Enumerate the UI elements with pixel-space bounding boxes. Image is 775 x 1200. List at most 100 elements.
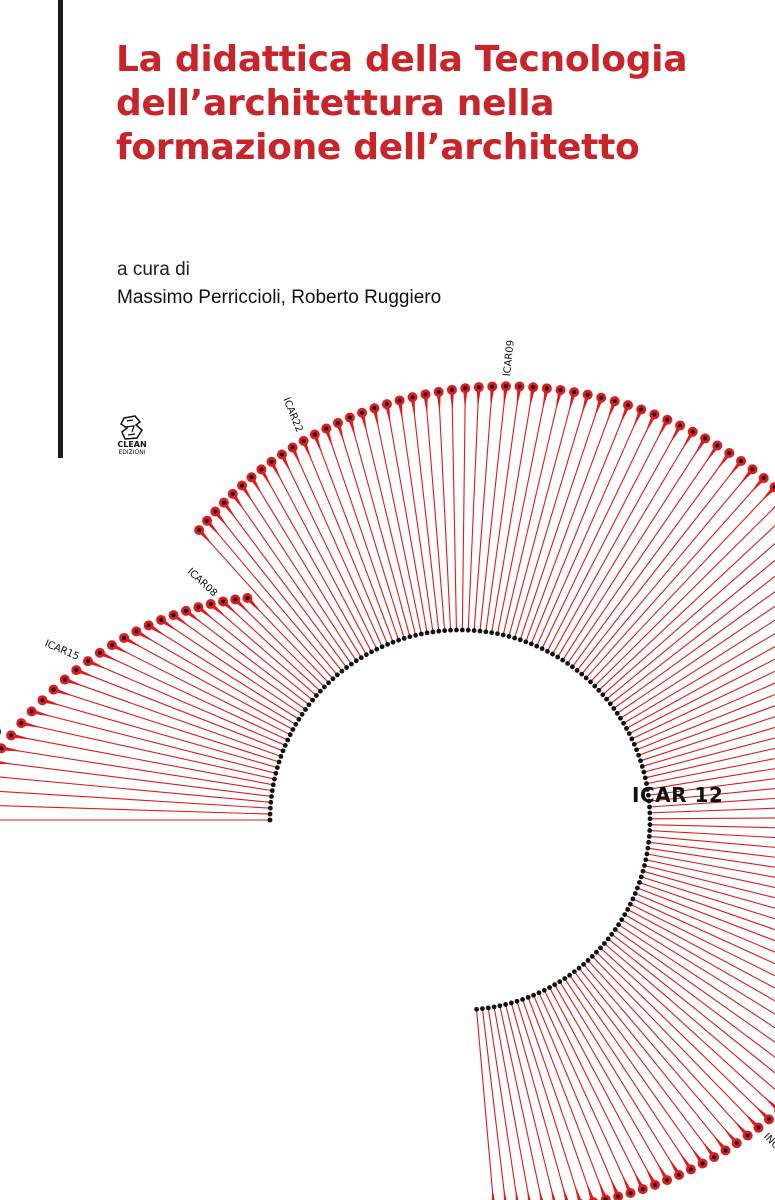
pin-line [571,452,730,668]
pin-base-dot [585,958,591,963]
pin-head-inner [463,386,468,391]
pin-head-inner [756,1125,761,1130]
pin-base-dot [624,725,629,731]
pin-base-dot [629,736,635,742]
pin-base-dot [560,657,566,663]
pin-base-dot [480,1006,485,1012]
pin-base-dot [588,679,593,685]
pin-line [148,624,300,720]
pin-base-dot [645,845,651,851]
pin-base-dot [339,668,345,674]
pin-line [543,990,644,1190]
pin-line [649,807,775,814]
pin-base-dot [326,680,331,686]
pin-tail [529,386,536,409]
pin-line [626,646,775,729]
publisher-name: CLEAN [117,440,147,449]
pin-base-dot [541,987,547,993]
pin-line [0,776,271,803]
pin-base-dot [555,654,561,660]
pin-base-dot [520,997,525,1002]
pin-head-inner [40,698,45,703]
pin-head-inner [249,475,254,480]
pin-base-dot [552,982,558,988]
pin-line [487,1007,518,1200]
pin-base-dot [642,775,648,781]
pin-line [0,762,272,798]
pin-line [1,747,273,792]
pin-line [173,614,306,710]
pin-head-inner [0,746,4,751]
pin-base-dot [471,628,477,633]
pin-base-dot [645,792,651,798]
pin-base-dot [407,634,413,640]
pin-line [557,431,694,658]
pin-tail [436,391,441,414]
pin-base-dot [630,896,636,902]
pin-line [0,790,271,809]
pin-base-dot [280,748,286,754]
pin-tail [769,505,775,513]
pin-line [642,870,775,909]
pin-line [606,559,775,700]
pin-head-inner [384,402,389,407]
pin-head-inner [585,392,590,397]
pin-line [630,903,775,977]
pin-base-dot [605,936,611,942]
pin-base-dot [632,891,638,896]
pin-head-inner [745,1133,750,1138]
pin-head-inner [372,406,377,411]
pin-line [111,644,291,736]
pin-line [546,419,668,652]
pin-line [510,1002,568,1200]
pin-head-inner [19,721,24,726]
pin-line [461,388,466,631]
pin-base-dot [571,969,577,975]
pin-head-inner [723,1148,728,1153]
pin-base-dot [622,912,628,918]
pin-head-inner [572,390,577,395]
pin-base-dot [565,661,571,666]
pin-base-dot [282,742,288,748]
pin-head-inner [197,528,202,533]
pin-line [647,768,775,790]
pin-tail [503,386,509,409]
pin-line [281,454,378,650]
pin-line [527,997,607,1200]
pin-base-dot [278,753,284,759]
pin-line [649,787,775,802]
pin-base-dot [267,811,273,817]
pin-line [581,468,753,675]
pin-line [251,477,362,658]
pin-base-dot [269,794,274,799]
pin-line [533,994,619,1197]
pin-head-inner [715,443,720,448]
pin-head-inner [97,650,102,655]
pin-base-dot [385,641,390,647]
pin-line [638,705,775,756]
pin-tail [0,761,14,765]
pin-line [648,778,775,796]
pin-line [99,652,288,741]
pin-head-inner [616,1194,621,1199]
pin-head-inner [761,476,766,481]
pin-head-inner [9,733,14,738]
pin-head-inner [213,509,218,514]
pin-base-dot [485,1005,491,1011]
pin-base-dot [503,1002,509,1007]
pin-base-dot [353,658,359,664]
pin-line [600,947,775,1108]
pin-base-dot [436,628,442,634]
pin-base-dot [321,684,327,690]
pin-line [292,447,383,647]
pin-base-dot [418,631,424,637]
pin-base-dot [531,992,536,998]
pin-base-dot [547,985,552,990]
pin-tail [562,1184,569,1200]
pin-line [614,929,775,1043]
pin-tail [410,396,415,420]
pin-head-inner [221,599,226,604]
pin-line [649,797,775,808]
pin-head-inner [688,1167,693,1172]
pin-base-dot [317,688,323,694]
